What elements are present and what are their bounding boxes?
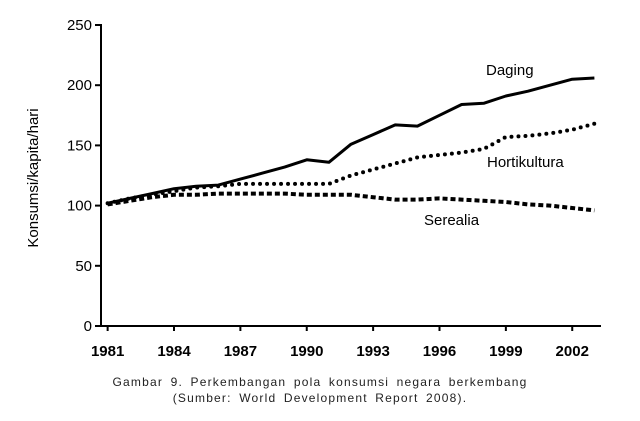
y-tick-label: 50 (75, 258, 92, 275)
x-tick-label: 2002 (556, 343, 589, 360)
x-tick-label: 1990 (290, 343, 323, 360)
figure-caption: Gambar 9. Perkembangan pola konsumsi neg… (0, 374, 640, 406)
x-tick-label: 1999 (489, 343, 522, 360)
y-axis-title: Konsumsi/kapita/hari (25, 108, 42, 247)
y-tick-label: 150 (67, 137, 92, 154)
axes: 0 50 100 150 200 250 1981 1984 1987 1990 1993 1996 1… (67, 17, 601, 360)
caption-line-1: Gambar 9. Perkembangan pola konsumsi neg… (112, 375, 528, 389)
x-tick-label: 1996 (423, 343, 456, 360)
x-tick-label: 1987 (224, 343, 257, 360)
x-tick-label: 1981 (91, 343, 124, 360)
y-tick-label: 0 (84, 318, 92, 335)
series-label-serealia: Serealia (424, 212, 480, 229)
labels-layer: Daging Hortikultura Serealia (424, 62, 564, 229)
y-tick-label: 250 (67, 17, 92, 34)
series-line-hortikultura (105, 121, 597, 206)
x-tick-label: 1993 (356, 343, 389, 360)
series-line-serealia (107, 191, 595, 213)
x-tick-label: 1984 (157, 343, 191, 360)
y-tick-label: 200 (67, 77, 92, 94)
series-label-daging: Daging (486, 62, 534, 79)
series-layer (105, 76, 597, 213)
y-tick-label: 100 (67, 198, 92, 215)
series-line-daging (107, 76, 595, 205)
line-chart: 0 50 100 150 200 250 1981 1984 1987 1990 1993 1996 1… (25, 17, 601, 360)
series-label-hortikultura: Hortikultura (487, 154, 564, 171)
caption-line-2: (Sumber: World Development Report 2008). (172, 391, 468, 405)
